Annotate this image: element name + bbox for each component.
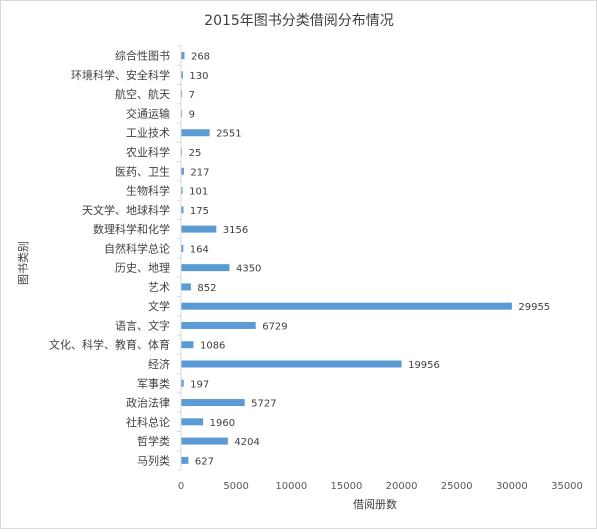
bar (181, 379, 184, 387)
data-label: 2551 (216, 129, 241, 140)
bar (181, 437, 228, 445)
bar (181, 225, 217, 233)
x-tick-label: 15000 (331, 481, 363, 492)
bar (181, 341, 194, 349)
data-label: 268 (191, 52, 210, 63)
data-label: 4204 (234, 437, 259, 448)
data-label: 3156 (223, 225, 248, 236)
bar (181, 148, 183, 156)
plot-area: 0 5000 10000 15000 20000 25000 30000 35000 综合性图书… (49, 45, 583, 492)
x-tick-label: 25000 (441, 481, 473, 492)
chart-title: 2015年图书分类借阅分布情况 (204, 13, 394, 29)
x-tick-label: 30000 (496, 481, 528, 492)
data-label: 175 (190, 206, 209, 217)
category-label: 艺术 (148, 281, 170, 294)
bar (181, 456, 189, 464)
data-label: 627 (195, 456, 214, 467)
category-label: 哲学类 (137, 434, 170, 448)
category-label: 自然科学总论 (104, 241, 170, 255)
bar (181, 187, 183, 195)
data-label: 6729 (262, 321, 287, 332)
category-label: 综合性图书 (115, 49, 170, 63)
data-label: 4350 (236, 264, 261, 275)
y-axis-title: 图书类别 (16, 241, 30, 285)
x-tick-label: 0 (178, 481, 184, 492)
data-label: 197 (190, 379, 209, 390)
category-label: 历史、地理 (115, 262, 170, 275)
bar (181, 129, 210, 137)
data-label: 164 (190, 244, 209, 255)
category-label: 天文学、地球科学 (82, 203, 170, 217)
category-label: 社科总论 (126, 415, 170, 429)
category-label: 工业技术 (126, 127, 170, 140)
bar (181, 244, 184, 252)
bar (181, 109, 183, 117)
bar (181, 302, 512, 310)
bar (181, 399, 245, 407)
category-label: 马列类 (137, 453, 170, 467)
bar (181, 283, 191, 291)
bar (181, 418, 204, 426)
category-label: 文学 (148, 299, 170, 313)
category-label: 医药、卫生 (115, 164, 170, 178)
category-label: 航空、航天 (115, 87, 170, 101)
data-label: 1960 (210, 418, 235, 429)
bar (181, 360, 402, 368)
x-tick-label: 10000 (275, 481, 307, 492)
data-label: 217 (190, 167, 209, 178)
bar (181, 52, 185, 60)
category-label: 经济 (148, 357, 170, 371)
category-label: 文化、科学、教育、体育 (49, 338, 170, 352)
bar (181, 71, 183, 79)
category-label: 政治法律 (126, 396, 170, 410)
x-axis-title: 借阅册数 (353, 498, 397, 511)
category-label: 军事类 (137, 376, 170, 390)
data-label: 7 (189, 90, 195, 101)
data-label: 5727 (251, 399, 276, 410)
bar (181, 321, 256, 329)
data-label: 29955 (518, 302, 550, 313)
data-label: 130 (189, 71, 208, 82)
category-label: 交通运输 (126, 106, 170, 120)
bar (181, 167, 184, 175)
x-tick-label: 5000 (223, 481, 248, 492)
data-label: 852 (197, 283, 216, 294)
category-label: 农业科学 (126, 145, 170, 159)
data-label: 19956 (408, 360, 440, 371)
category-label: 环境科学、安全科学 (71, 68, 170, 82)
data-label: 101 (189, 187, 208, 198)
data-label: 1086 (200, 341, 225, 352)
category-label: 数理科学和化学 (93, 222, 170, 236)
bar (181, 206, 184, 214)
x-tick-label: 35000 (551, 481, 583, 492)
data-label: 9 (189, 109, 195, 120)
bar (181, 90, 183, 98)
x-tick-label: 20000 (386, 481, 418, 492)
category-label: 语言、文字 (115, 318, 170, 332)
data-label: 25 (189, 148, 202, 159)
category-label: 生物科学 (126, 184, 170, 198)
bar (181, 264, 230, 272)
